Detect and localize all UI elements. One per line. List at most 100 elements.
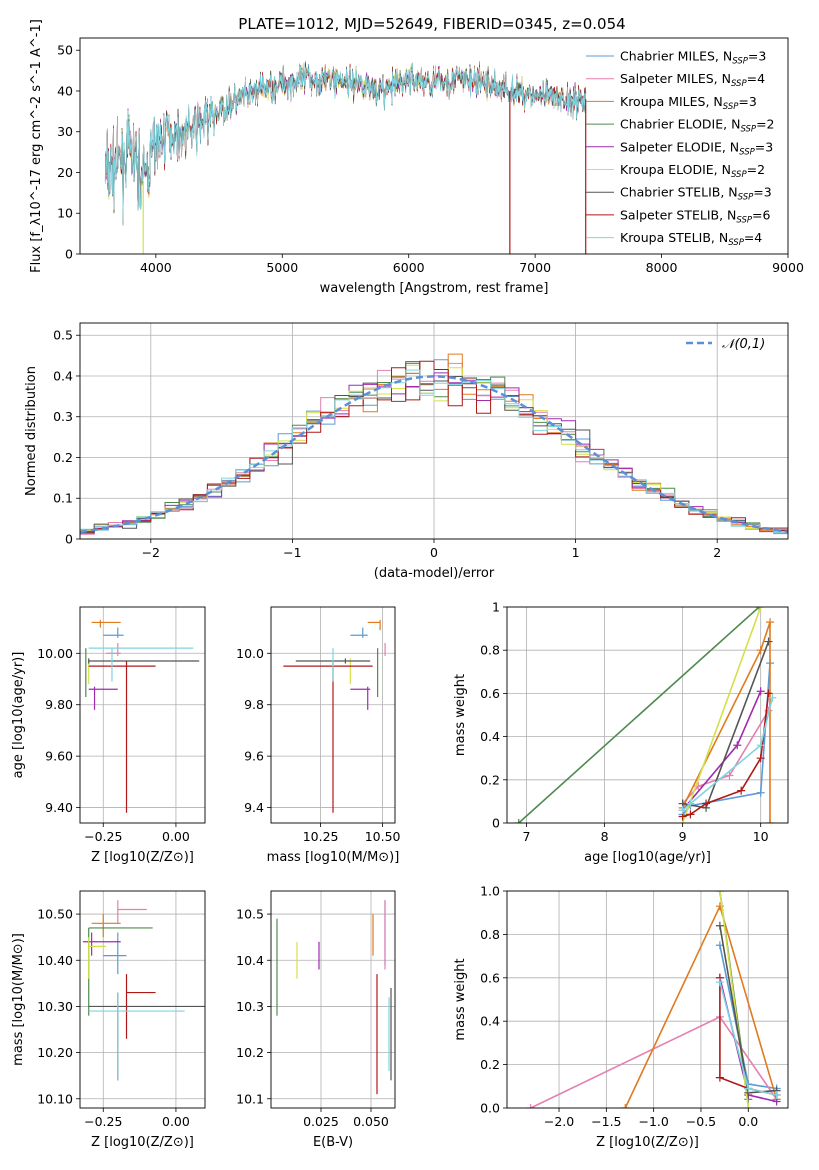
- figure-title: PLATE=1012, MJD=52649, FIBERID=0345, z=0…: [238, 15, 625, 33]
- axis-label-x: Z [log10(Z/Z⊙)]: [91, 1135, 194, 1150]
- weight-marker: [621, 1104, 630, 1108]
- tick-label-x: −2: [142, 545, 160, 560]
- tick-label-y: 10.2: [236, 1045, 264, 1060]
- tick-label-y: 0.2: [53, 450, 73, 465]
- axes-frame: [506, 890, 789, 1109]
- tick-label-x: 7000: [519, 260, 551, 275]
- plot-area-age_vs_mass: [283, 619, 386, 813]
- axis-label-y: Normed distribution: [24, 366, 39, 496]
- axis-label-x: E(B-V): [313, 1135, 353, 1150]
- tick-label-x: 0.050: [353, 1114, 389, 1129]
- tick-label-y: 0.6: [480, 686, 500, 701]
- panels: 4000 5000 6000 7000 8000 900001020304050wavel…: [11, 19, 804, 1150]
- weight-marker: [715, 921, 724, 930]
- plot-area-spectrum: [104, 60, 587, 254]
- tick-label-x: 0: [430, 545, 438, 560]
- weight-line-5: [681, 607, 762, 823]
- tick-label-x: 2: [713, 545, 721, 560]
- tick-label-x: −1.0: [638, 1114, 668, 1129]
- weight-marker: [766, 819, 775, 823]
- tick-label-x: −0.25: [84, 1114, 122, 1129]
- tick-label-x: 0.025: [303, 1114, 339, 1129]
- panel-mass_vs_z: −0.25 0.00 10.10 10.20 10.30 10.40 10.50 Z [log…: [11, 890, 206, 1150]
- panel-spectrum: 4000 5000 6000 7000 8000 9000 0 10 20 30 40 50 wavel…: [29, 19, 804, 296]
- tick-label-x: −0.5: [686, 1114, 716, 1129]
- plot-area-mass_vs_z: [82, 900, 205, 1081]
- tick-label-x: 5000: [266, 260, 298, 275]
- axes-frame: [506, 606, 789, 824]
- tick-label-y: 10.00: [37, 646, 73, 661]
- panel-weight_vs_z: −2.0 −1.5 −1.0 −0.5 0.0 0.0 0.2 0.4 0.6 0.8 1.0 Z […: [453, 884, 789, 1150]
- tick-label-x: 0.0: [738, 1114, 758, 1129]
- weight-marker: [733, 741, 742, 750]
- tick-label-y: 0.3: [53, 409, 73, 424]
- legend-entry: Chabrier MILES, NSSP=3: [620, 49, 766, 67]
- weight-line-3: [518, 607, 760, 823]
- legend-entry: Salpeter ELODIE, NSSP=3: [620, 139, 773, 157]
- axis-label-x: Z [log10(Z/Z⊙)]: [596, 1135, 699, 1150]
- tick-label-x: 6000: [393, 260, 425, 275]
- weight-marker: [756, 754, 765, 763]
- legend-entry: 𝒩(0,1): [722, 337, 765, 352]
- legend-entry: Kroupa MILES, NSSP=3: [620, 94, 757, 112]
- axes-frame: [79, 37, 789, 255]
- weight-line-8: [682, 697, 774, 811]
- tick-label-y: 0: [492, 816, 500, 831]
- weight-marker: [737, 786, 746, 795]
- tick-label-y: 10.30: [37, 999, 73, 1014]
- legend-entry: Kroupa ELODIE, NSSP=2: [620, 162, 765, 180]
- weight-marker: [715, 1073, 724, 1082]
- tick-label-y: 10: [57, 206, 73, 221]
- tick-label-y: 9.80: [45, 697, 73, 712]
- tick-label-x: 0.00: [162, 1114, 190, 1129]
- axis-label-x: age [log10(age/yr)]: [584, 850, 711, 865]
- legend-entry: Salpeter MILES, NSSP=4: [620, 71, 765, 89]
- legend-entry: Chabrier STELIB, NSSP=3: [620, 185, 772, 203]
- tick-label-x: 10.50: [365, 829, 401, 844]
- tick-label-x: 1: [572, 545, 580, 560]
- tick-label-y: 9.4: [244, 800, 264, 815]
- spectrum-line-6: [104, 62, 587, 219]
- axis-label-x: Z [log10(Z/Z⊙)]: [91, 850, 194, 865]
- tick-label-y: 9.6: [244, 749, 264, 764]
- weight-marker: [756, 646, 765, 655]
- axis-label-x: mass [log10(M/M⊙)]: [267, 850, 400, 865]
- tick-label-y: 10.1: [236, 1091, 264, 1106]
- weight-marker: [768, 693, 777, 702]
- weight-marker: [756, 788, 765, 797]
- weight-line-1: [682, 710, 770, 805]
- tick-label-y: 0.4: [480, 1014, 500, 1029]
- normal-curve: [80, 375, 788, 534]
- tick-label-x: 4000: [140, 260, 172, 275]
- tick-label-x: 7: [523, 829, 531, 844]
- panel-mass_vs_ebv: 0.025 0.050 10.1 10.2 10.3 10.4 10.5 E(B-V): [236, 890, 396, 1150]
- weight-marker: [715, 891, 724, 895]
- tick-label-y: 40: [57, 83, 73, 98]
- tick-label-x: 0.00: [162, 829, 190, 844]
- tick-label-x: 8: [601, 829, 609, 844]
- plot-area-mass_vs_ebv: [276, 900, 392, 1095]
- tick-label-y: 0.4: [53, 368, 73, 383]
- tick-label-x: −1.5: [591, 1114, 621, 1129]
- tick-label-y: 1.0: [480, 884, 500, 899]
- tick-label-y: 0.2: [480, 772, 500, 787]
- axes-frame: [79, 322, 789, 540]
- tick-label-y: 30: [57, 124, 73, 139]
- weight-marker: [756, 741, 765, 750]
- axis-label-y: Flux [f_λ10^-17 erg cm^-2 s^-1 A^-1]: [29, 19, 44, 273]
- weight-marker: [725, 771, 734, 780]
- tick-label-y: 50: [57, 43, 73, 58]
- weight-marker: [756, 687, 765, 696]
- tick-label-y: 0.1: [53, 491, 73, 506]
- tick-label-y: 10.4: [236, 953, 264, 968]
- axes-frame: [270, 606, 396, 824]
- weight-marker: [715, 978, 724, 987]
- tick-label-y: 20: [57, 165, 73, 180]
- tick-label-y: 10.10: [37, 1091, 73, 1106]
- tick-label-x: 9: [679, 829, 687, 844]
- weight-marker: [766, 618, 775, 627]
- plot-area-weight_vs_age: [514, 607, 777, 823]
- weight-marker: [514, 819, 523, 823]
- tick-label-x: 9000: [772, 260, 804, 275]
